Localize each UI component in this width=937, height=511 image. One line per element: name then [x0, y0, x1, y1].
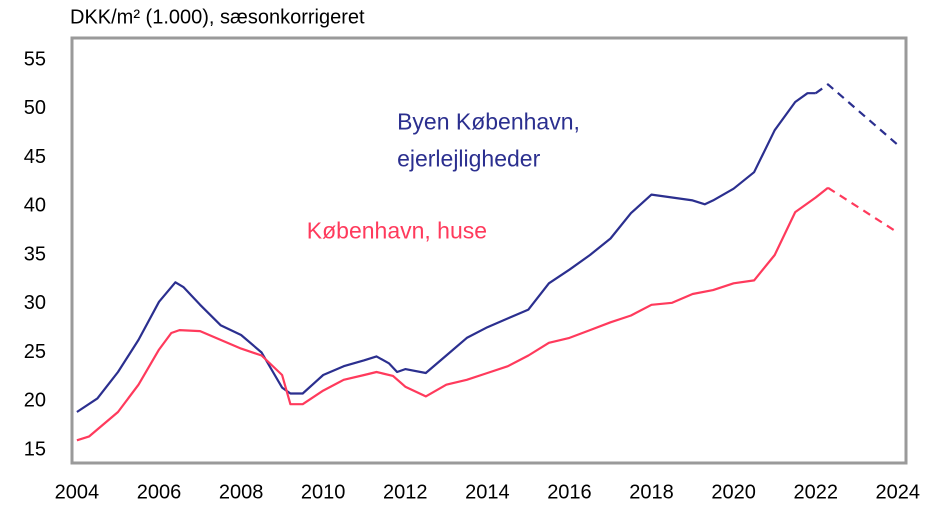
forecast-line	[815, 83, 899, 146]
y-tick-label: 20	[24, 390, 46, 412]
line	[76, 186, 829, 442]
y-tick-label: 30	[24, 292, 46, 314]
x-tick-label: 2012	[383, 481, 428, 503]
x-tick-label: 2014	[465, 481, 510, 503]
x-tick-label: 2004	[55, 481, 100, 503]
y-tick-label: 45	[24, 146, 46, 168]
x-tick-label: 2010	[301, 481, 346, 503]
y-tick-label: 35	[24, 243, 46, 265]
annotation: Byen København,	[397, 108, 580, 134]
y-tick-label: 25	[24, 341, 46, 363]
x-tick-label: 2008	[219, 481, 264, 503]
x-tick-label: 2024	[876, 481, 921, 503]
annotation: ejerlejligheder	[397, 145, 541, 171]
annotation: København, huse	[307, 218, 487, 244]
x-tick-label: 2006	[137, 481, 182, 503]
x-tick-label: 2018	[629, 481, 674, 503]
y-tick-label: 50	[24, 97, 46, 119]
plot-frame	[70, 36, 908, 465]
y-tick-label: 40	[24, 195, 46, 217]
x-tick-label: 2020	[711, 481, 756, 503]
line	[76, 92, 816, 413]
chart-title: DKK/m² (1.000), sæsonkorrigeret	[70, 6, 365, 28]
x-tick-label: 2022	[793, 481, 838, 503]
x-tick-label: 2016	[547, 481, 592, 503]
y-tick-label: 15	[24, 438, 46, 460]
forecast-line	[827, 186, 899, 234]
y-tick-label: 55	[24, 48, 46, 70]
